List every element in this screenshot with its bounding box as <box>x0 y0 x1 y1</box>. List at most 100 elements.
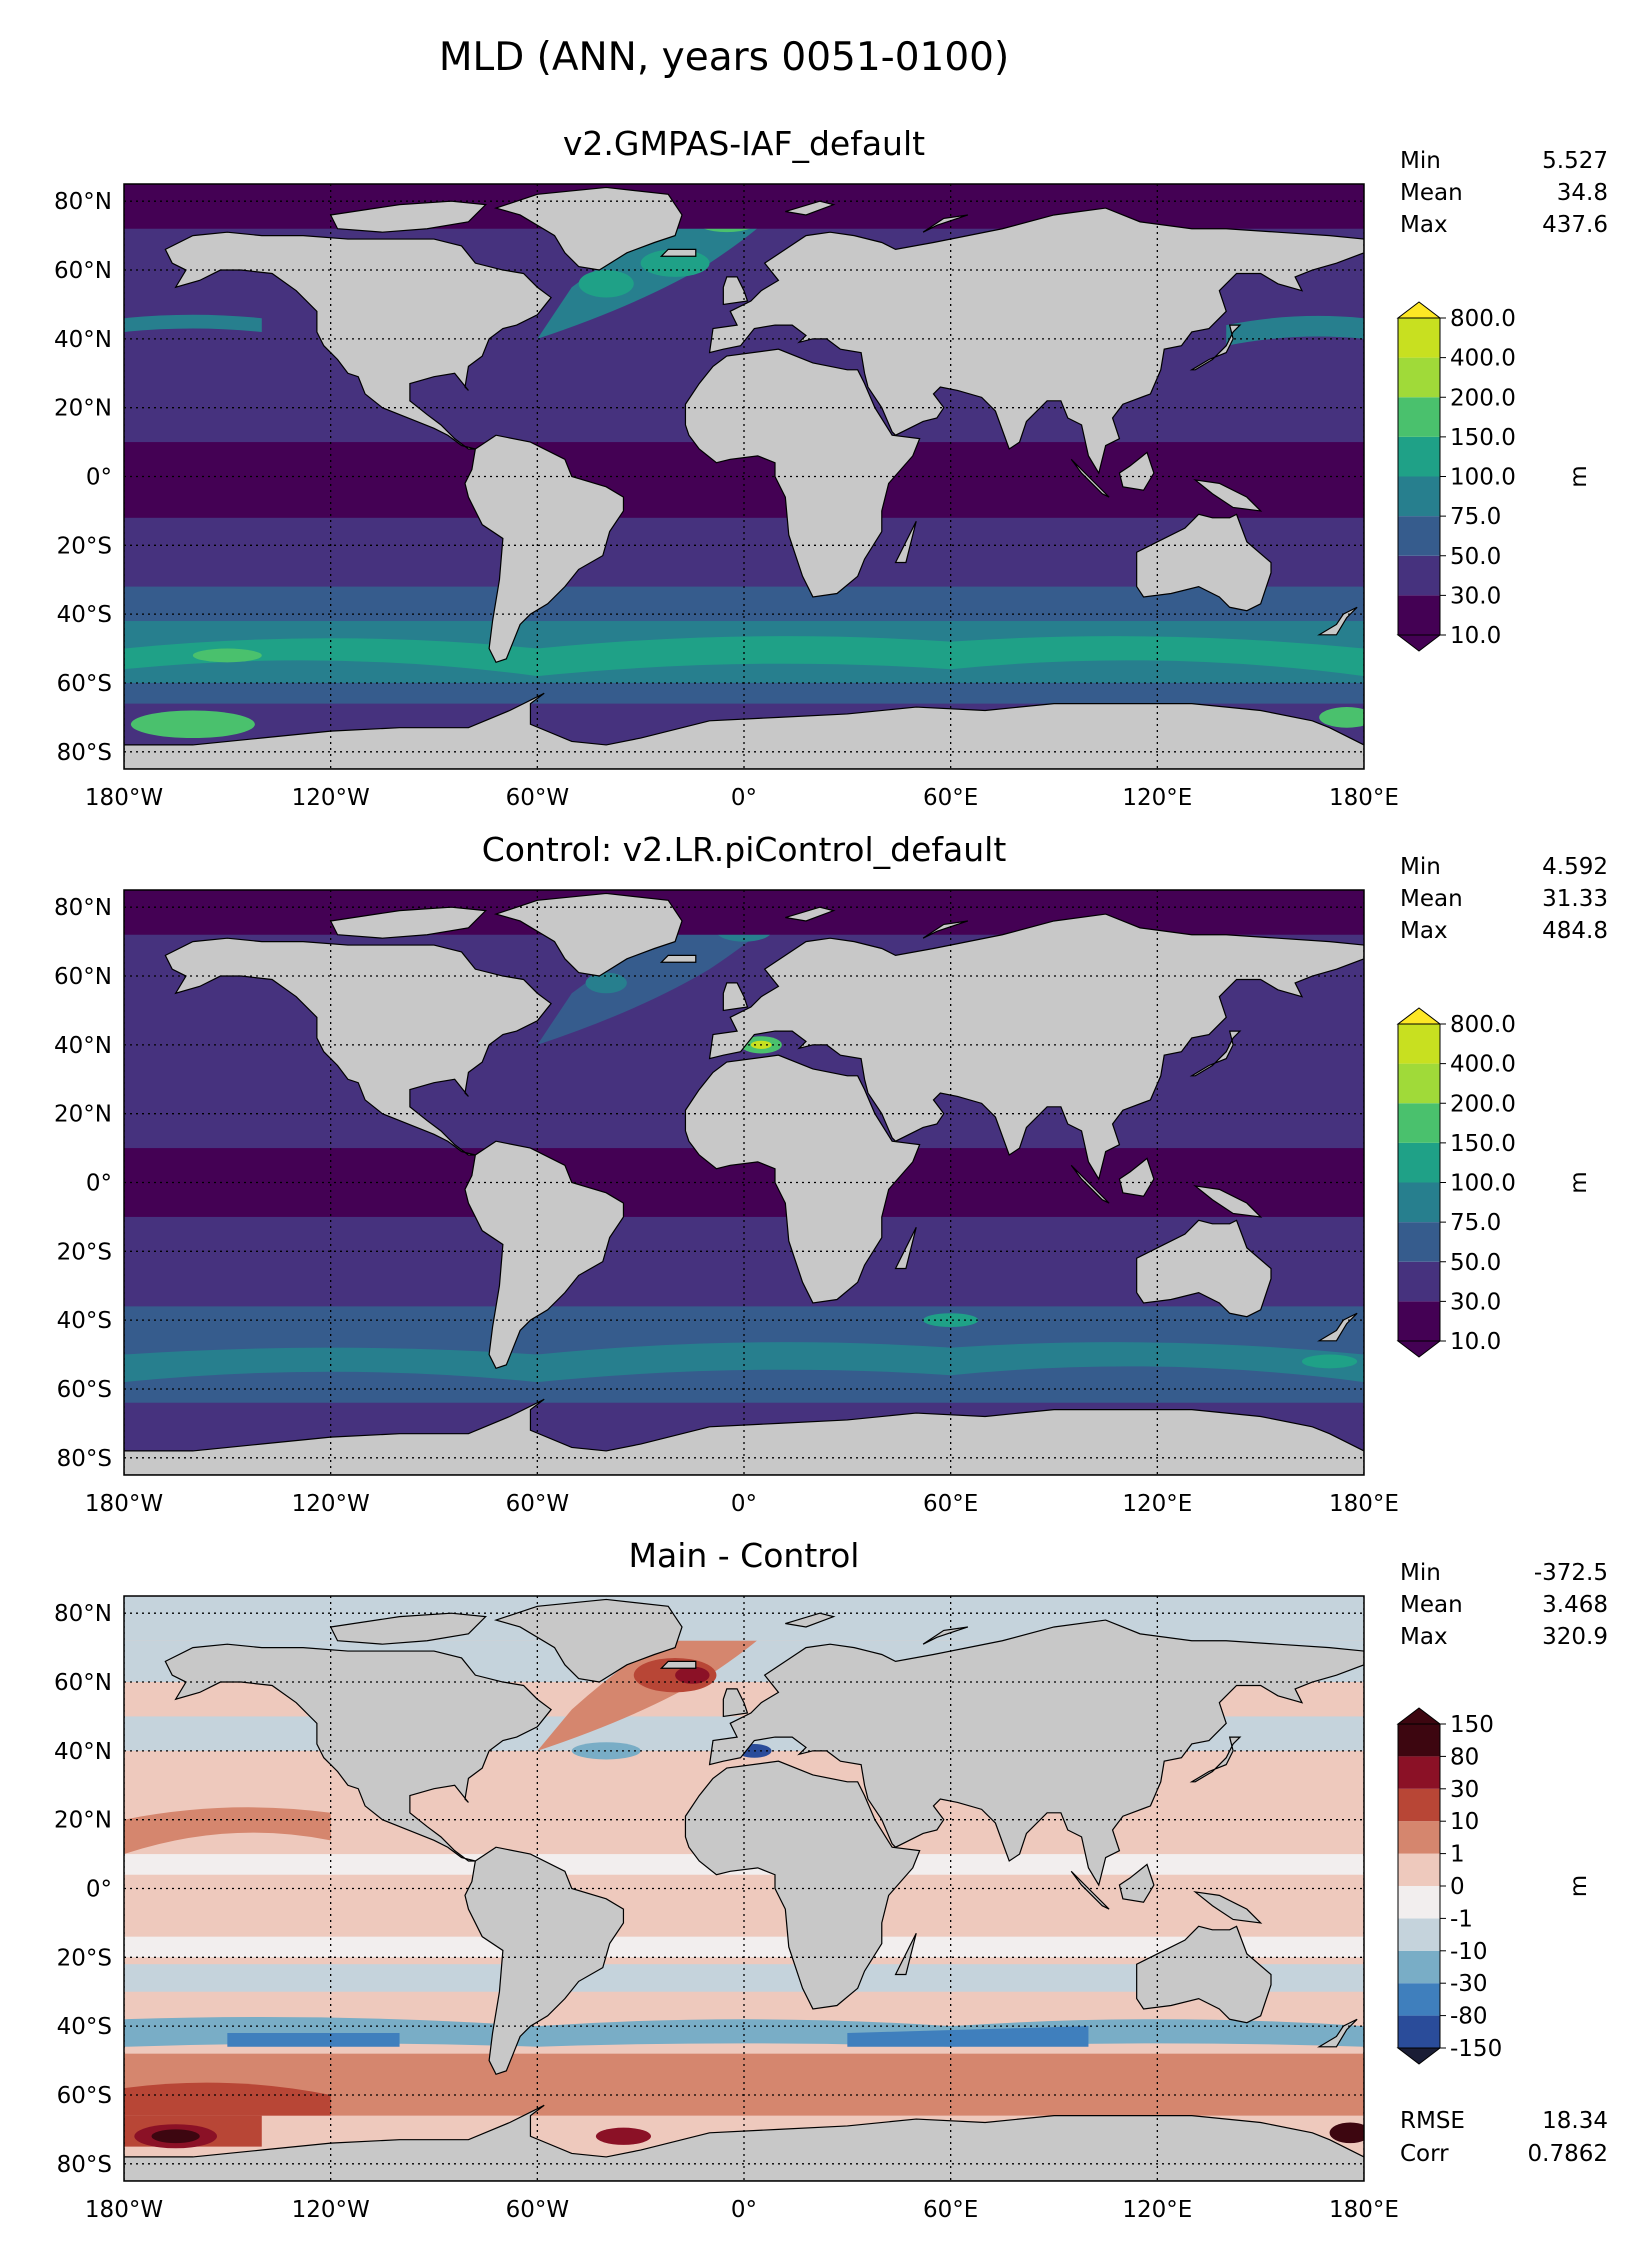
field-features-difference <box>124 1596 1364 2181</box>
colorbar-tick-label: -1 <box>1450 1906 1473 1932</box>
stat-value: -372.5 <box>1534 1560 1608 1586</box>
x-tick-label: 0° <box>731 1491 757 1517</box>
colorbar-segment <box>1398 1756 1440 1789</box>
colorbar-extend-max <box>1396 1007 1442 1025</box>
colorbar-segment <box>1398 1788 1440 1822</box>
x-tick-label: 60°W <box>506 785 570 811</box>
panel-difference-title: Main - Control <box>629 1536 860 1575</box>
colorbar-tick-label: 150.0 <box>1450 425 1516 451</box>
colorbar-segment <box>1398 1918 1440 1951</box>
y-tick-label: 20°S <box>57 533 112 559</box>
x-tick-label: 120°W <box>292 1491 370 1517</box>
x-tick-label: 120°E <box>1122 1491 1192 1517</box>
colorbar-unit-label: m <box>1566 1171 1592 1193</box>
x-tick-label: 180°E <box>1329 2197 1399 2223</box>
y-tick-label: 80°S <box>57 740 112 766</box>
x-tick-label: 120°W <box>292 785 370 811</box>
colorbar-tick-label: 200.0 <box>1450 1091 1516 1117</box>
colorbar-segment <box>1398 1182 1440 1223</box>
colorbar-segment <box>1398 1103 1440 1143</box>
stat-label: Mean <box>1400 886 1463 912</box>
x-tick-label: 60°W <box>506 1491 570 1517</box>
metric-label: RMSE <box>1400 2108 1465 2134</box>
colorbar-tick-label: -80 <box>1450 2004 1488 2030</box>
stat-value: 3.468 <box>1542 1592 1608 1618</box>
grid-main <box>124 184 1364 769</box>
colorbar-tick-label: -30 <box>1450 1971 1488 1997</box>
y-tick-label: 80°N <box>54 189 112 215</box>
colorbar-segment <box>1398 1222 1440 1262</box>
stat-value: 320.9 <box>1542 1624 1608 1650</box>
colorbar-tick-label: -150 <box>1450 2036 1502 2062</box>
y-tick-label: 20°N <box>54 396 112 422</box>
x-tick-label: 180°E <box>1329 785 1399 811</box>
colorbar-tick-label: 400.0 <box>1450 346 1516 372</box>
y-tick-label: 80°N <box>54 1601 112 1627</box>
x-tick-label: 60°W <box>506 2197 570 2223</box>
colorbar-segment <box>1398 1886 1440 1919</box>
colorbar-tick-label: 30.0 <box>1450 583 1501 609</box>
figure-title: MLD (ANN, years 0051-0100) <box>439 35 1009 80</box>
x-tick-label: 60°E <box>923 785 978 811</box>
colorbar-tick-label: 200.0 <box>1450 385 1516 411</box>
x-tick-label: 120°E <box>1122 785 1192 811</box>
colorbar-segment <box>1398 436 1440 477</box>
colorbar-segment <box>1398 318 1440 358</box>
y-tick-label: 60°N <box>54 964 112 990</box>
field-features-main <box>124 184 1364 769</box>
x-tick-label: 60°E <box>923 1491 978 1517</box>
y-tick-label: 20°S <box>57 1239 112 1265</box>
stat-value: 5.527 <box>1542 148 1608 174</box>
metric-value: 18.34 <box>1542 2108 1608 2134</box>
stat-value: 31.33 <box>1542 886 1608 912</box>
grid-control <box>124 890 1364 1475</box>
colorbar-segment <box>1398 1724 1440 1757</box>
y-tick-label: 80°S <box>57 2152 112 2178</box>
colorbar-segment <box>1398 476 1440 517</box>
y-tick-label: 0° <box>86 1171 112 1197</box>
y-tick-label: 40°S <box>57 2014 112 2040</box>
stat-label: Min <box>1400 148 1441 174</box>
y-tick-label: 60°S <box>57 671 112 697</box>
x-tick-label: 180°W <box>85 785 163 811</box>
x-tick-label: 180°E <box>1329 1491 1399 1517</box>
colorbar-tick-label: 50.0 <box>1450 544 1501 570</box>
panel-main: v2.GMPAS-IAF_default <box>54 124 1608 811</box>
x-tick-label: 120°E <box>1122 2197 1192 2223</box>
colorbar-segment <box>1398 1821 1440 1854</box>
colorbar-extend-min <box>1396 1340 1442 1358</box>
colorbar-tick-label: 30.0 <box>1450 1289 1501 1315</box>
colorbar-segment <box>1398 1301 1440 1341</box>
y-tick-label: 60°S <box>57 2083 112 2109</box>
colorbar-extend-max <box>1396 301 1442 319</box>
grid-difference <box>124 1596 1364 2181</box>
stat-label: Max <box>1400 918 1448 944</box>
colorbar-tick-label: 800.0 <box>1450 1012 1516 1038</box>
colorbar-tick-label: 75.0 <box>1450 504 1501 530</box>
stat-label: Max <box>1400 212 1448 238</box>
y-tick-label: 40°S <box>57 602 112 628</box>
colorbar-segment <box>1398 397 1440 437</box>
stat-value: 34.8 <box>1557 180 1608 206</box>
field-features-control <box>124 890 1364 1475</box>
x-tick-label: 0° <box>731 2197 757 2223</box>
x-tick-label: 180°W <box>85 1491 163 1517</box>
colorbar-extend-min <box>1396 634 1442 652</box>
colorbar-segment <box>1398 595 1440 635</box>
colorbar-segment <box>1398 1024 1440 1064</box>
colorbar-segment <box>1398 1142 1440 1183</box>
stat-value: 4.592 <box>1542 854 1608 880</box>
colorbar-tick-label: 400.0 <box>1450 1052 1516 1078</box>
colorbar-tick-label: 100.0 <box>1450 465 1516 491</box>
colorbar-tick-label: 50.0 <box>1450 1250 1501 1276</box>
y-tick-label: 80°S <box>57 1446 112 1472</box>
stat-label: Max <box>1400 1624 1448 1650</box>
metric-label: Corr <box>1400 2141 1449 2167</box>
axes-frame-main <box>123 183 1365 770</box>
y-tick-label: 0° <box>86 465 112 491</box>
colorbar-segment <box>1398 2015 1440 2048</box>
colorbar-tick-label: 10.0 <box>1450 1329 1501 1355</box>
colorbar-segment <box>1398 1983 1440 2016</box>
colorbar-tick-label: 1 <box>1450 1842 1465 1868</box>
y-tick-label: 60°S <box>57 1377 112 1403</box>
